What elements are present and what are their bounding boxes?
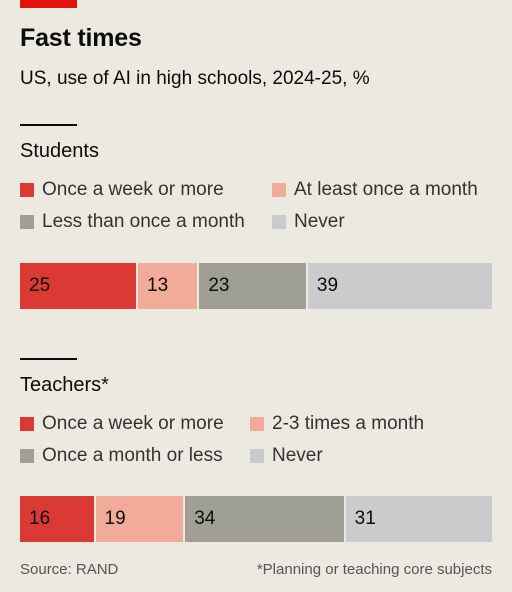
data-label: 39 [316,275,339,296]
legend-swatch [272,215,286,229]
section-rule-students [20,124,77,126]
data-label: 23 [208,275,230,296]
data-label: 16 [29,508,51,529]
legend-item-students-0: Once a week or more [20,179,224,201]
bar-segment [20,496,94,542]
data-label: 31 [354,508,376,529]
legend-item-students-2: Less than once a month [20,211,245,233]
legend-label: Less than once a month [42,211,245,232]
legend-item-teachers-2: Once a month or less [20,445,223,467]
legend-label: Never [294,211,345,232]
legend-label: Once a week or more [42,179,224,200]
legend-swatch [20,449,34,463]
legend-item-teachers-0: Once a week or more [20,413,224,435]
legend-label: Once a month or less [42,445,223,466]
data-label: 13 [147,275,169,296]
stacked-bar-teachers: 16 19 34 31 [20,496,492,542]
legend-label: Once a week or more [42,413,224,434]
data-label: 19 [104,508,126,529]
bar-segment [185,496,344,542]
chart-subtitle: US, use of AI in high schools, 2024-25, … [20,68,370,89]
legend-label: 2-3 times a month [272,413,425,434]
footnote: *Planning or teaching core subjects [256,561,492,578]
legend-label: At least once a month [294,179,478,200]
legend-item-teachers-3: Never [250,445,323,467]
stacked-bar-students: 25 13 23 39 [20,263,492,309]
legend-swatch [20,417,34,431]
legend-swatch [272,183,286,197]
bar-segment [138,263,198,309]
bar-segment [307,263,492,309]
bar-segment [95,496,184,542]
legend-swatch [20,183,34,197]
section-title-students: Students [20,140,99,162]
section-rule-teachers [20,358,77,360]
legend-item-students-1: At least once a month [272,179,478,201]
legend-swatch [20,215,34,229]
chart-title: Fast times [20,24,142,52]
legend-label: Never [272,445,323,466]
section-title-teachers: Teachers* [20,374,109,396]
legend-item-teachers-1: 2-3 times a month [250,413,424,435]
data-label: 34 [194,508,216,529]
bar-segment [345,496,492,542]
data-label: 25 [29,275,51,296]
accent-bar [20,0,77,8]
bar-segment [20,263,136,309]
legend-item-students-3: Never [272,211,345,233]
source-note: Source: RAND [20,561,119,578]
bar-segment [199,263,306,309]
legend-swatch [250,449,264,463]
legend-swatch [250,417,264,431]
